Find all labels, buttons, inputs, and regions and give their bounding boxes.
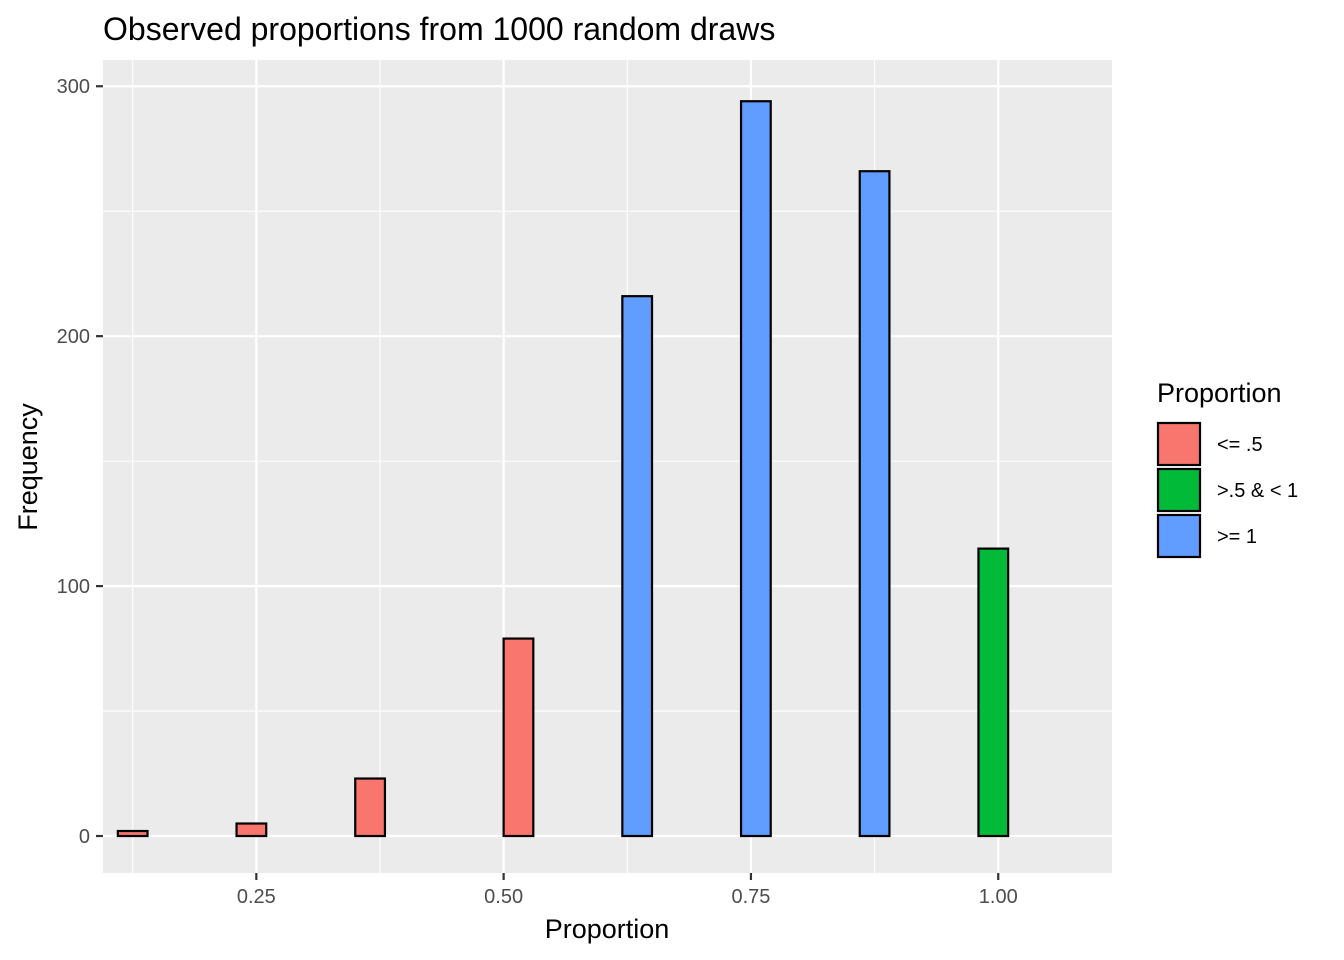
bars <box>116 100 1010 838</box>
x-axis-ticks: 0.25 0.50 0.75 1.00 <box>237 873 1018 908</box>
histogram-bar <box>739 100 772 838</box>
y-axis-title: Frequency <box>13 403 43 531</box>
histogram-bar <box>354 777 387 838</box>
histogram-bar <box>235 822 268 838</box>
histogram-bar <box>621 295 654 838</box>
y-tick-label: 200 <box>57 326 90 348</box>
y-tick-label: 100 <box>57 576 90 598</box>
legend-title: Proportion <box>1157 378 1282 408</box>
chart-title: Observed proportions from 1000 random dr… <box>103 11 775 47</box>
plot-panel <box>103 60 1112 873</box>
legend-label: <= .5 <box>1217 434 1263 456</box>
x-tick-label: 1.00 <box>979 886 1018 908</box>
histogram-bar <box>502 637 535 838</box>
x-tick-label: 0.25 <box>237 886 276 908</box>
x-tick-label: 0.50 <box>484 886 523 908</box>
legend-key <box>1156 513 1202 559</box>
histogram-bar <box>858 170 891 838</box>
y-tick-label: 300 <box>57 76 90 98</box>
legend-label: >= 1 <box>1217 526 1257 548</box>
y-axis-ticks: 0 100 200 300 <box>57 76 103 848</box>
x-axis-title: Proportion <box>545 914 670 944</box>
histogram-bar <box>116 829 149 838</box>
legend-label: >.5 & < 1 <box>1217 480 1298 502</box>
legend-key <box>1156 421 1202 467</box>
legend: Proportion <= .5 >.5 & < 1 >= 1 <box>1156 378 1298 559</box>
x-tick-label: 0.75 <box>731 886 770 908</box>
histogram-bar <box>977 547 1010 838</box>
legend-key <box>1156 467 1202 513</box>
y-tick-label: 0 <box>79 826 90 848</box>
